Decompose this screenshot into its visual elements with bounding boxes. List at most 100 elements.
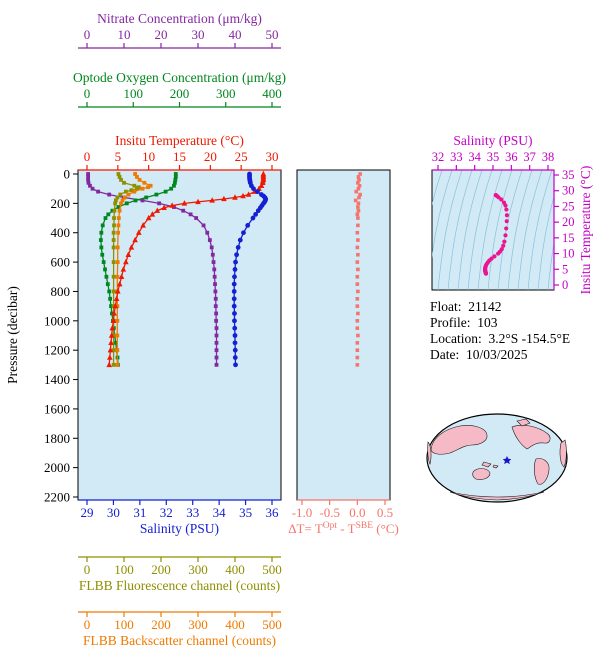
fluorescence-tick-label: 500 bbox=[262, 562, 282, 577]
delta-t-axis-title: ΔT= TOpt - TSBE (°C) bbox=[288, 521, 399, 536]
oxygen-tick-label: 300 bbox=[216, 86, 236, 101]
map-land-north-america bbox=[511, 424, 551, 450]
pressure-tick-label: 600 bbox=[51, 255, 71, 270]
map-ocean bbox=[426, 413, 568, 503]
backscatter-axis-title: FLBB Backscatter channel (counts) bbox=[83, 633, 276, 648]
pressure-tick-label: 800 bbox=[51, 284, 71, 299]
delta-t-tick-label: -1.0 bbox=[292, 505, 313, 520]
backscatter-tick-label: 0 bbox=[84, 617, 91, 632]
map-land-islands bbox=[492, 464, 499, 469]
salinity-tick-label: 32 bbox=[160, 505, 173, 520]
ts-temperature-tick-label: 10 bbox=[562, 247, 575, 261]
delta-t-tick-label: 0.0 bbox=[349, 505, 365, 520]
map-land-australia bbox=[472, 468, 491, 480]
map-land-antarctica bbox=[449, 491, 545, 501]
float-star-icon bbox=[502, 456, 512, 465]
ts-temperature-tick-label: 35 bbox=[562, 168, 575, 182]
temperature-tick-label: 0 bbox=[84, 149, 91, 164]
world-map bbox=[426, 413, 568, 503]
ts-salinity-tick-label: 33 bbox=[450, 150, 463, 164]
delta-t-tick-label: -0.5 bbox=[319, 505, 340, 520]
salinity-tick-label: 34 bbox=[213, 505, 227, 520]
fluorescence-tick-label: 0 bbox=[84, 562, 91, 577]
salinity-tick-label: 31 bbox=[133, 505, 146, 520]
pressure-axis-title: Pressure (decibar) bbox=[5, 286, 20, 384]
backscatter-tick-label: 300 bbox=[188, 617, 208, 632]
delta-t-tick-label: 0.5 bbox=[377, 505, 393, 520]
ts-salinity-tick-label: 35 bbox=[487, 150, 500, 164]
pressure-tick-label: 2200 bbox=[44, 490, 70, 505]
ts-temperature-axis-title: Insitu Temperature (°C) bbox=[578, 166, 593, 295]
ts-salinity-tick-label: 34 bbox=[468, 150, 481, 164]
ts-temperature-tick-label: 5 bbox=[562, 262, 568, 276]
series-temperature bbox=[106, 170, 267, 368]
float-info: Float: 21142 Profile: 103 Location: 3.2°… bbox=[430, 299, 570, 363]
pressure-tick-label: 0 bbox=[64, 167, 71, 182]
temperature-tick-label: 20 bbox=[204, 149, 217, 164]
pressure-tick-label: 1600 bbox=[44, 401, 70, 416]
backscatter-tick-label: 200 bbox=[151, 617, 171, 632]
ts-salinity-tick-label: 37 bbox=[523, 150, 536, 164]
temperature-tick-label: 30 bbox=[266, 149, 279, 164]
nitrate-tick-label: 40 bbox=[229, 27, 242, 42]
main-plot-area bbox=[77, 169, 282, 501]
temperature-tick-label: 5 bbox=[115, 149, 122, 164]
delta-t-plot-area bbox=[296, 169, 391, 501]
salinity-tick-label: 33 bbox=[186, 505, 199, 520]
ts-temperature-tick-label: 30 bbox=[562, 184, 575, 198]
temperature-tick-label: 15 bbox=[173, 149, 186, 164]
nitrate-tick-label: 30 bbox=[192, 27, 205, 42]
map-land-africa-east bbox=[559, 439, 567, 468]
fluorescence-tick-label: 100 bbox=[114, 562, 134, 577]
map-land-greenland bbox=[516, 418, 531, 427]
temperature-tick-label: 10 bbox=[142, 149, 155, 164]
ts-temperature-tick-label: 20 bbox=[562, 215, 575, 229]
oxygen-tick-label: 400 bbox=[262, 86, 282, 101]
series-fluorescence bbox=[111, 172, 141, 367]
pressure-tick-label: 1000 bbox=[44, 313, 70, 328]
pressure-axis: 0 200 400 600 800 1000 1200 1400 1600 1800 2000 220… bbox=[5, 167, 78, 505]
salinity-tick-label: 35 bbox=[239, 505, 252, 520]
salinity-tick-label: 36 bbox=[266, 505, 280, 520]
map-land-new-guinea bbox=[481, 461, 492, 468]
pressure-tick-label: 1800 bbox=[44, 431, 70, 446]
series-salinity bbox=[231, 171, 269, 368]
oxygen-axis-title: Optode Oxygen Concentration (μm/kg) bbox=[73, 70, 286, 85]
fluorescence-tick-label: 300 bbox=[188, 562, 208, 577]
ts-temperature-tick-label: 25 bbox=[562, 199, 575, 213]
ts-salinity-tick-label: 36 bbox=[505, 150, 518, 164]
axis-salinity: 29 30 31 32 33 34 35 36 Salinity (PSU) bbox=[78, 499, 281, 536]
pressure-tick-label: 2000 bbox=[44, 460, 70, 475]
nitrate-tick-label: 10 bbox=[118, 27, 131, 42]
nitrate-tick-label: 50 bbox=[266, 27, 279, 42]
nitrate-tick-label: 20 bbox=[155, 27, 168, 42]
ts-temperature-tick-label: 0 bbox=[562, 278, 568, 292]
nitrate-tick-label: 0 bbox=[84, 27, 91, 42]
nitrate-axis-title: Nitrate Concentration (μm/kg) bbox=[97, 11, 262, 26]
temperature-tick-label: 25 bbox=[235, 149, 248, 164]
backscatter-tick-label: 400 bbox=[225, 617, 245, 632]
oxygen-tick-label: 0 bbox=[84, 86, 91, 101]
pressure-tick-label: 400 bbox=[51, 225, 71, 240]
info-float: Float: 21142 bbox=[430, 299, 502, 314]
temperature-axis-title: Insitu Temperature (°C) bbox=[115, 133, 244, 148]
info-profile: Profile: 103 bbox=[430, 315, 498, 330]
backscatter-tick-label: 100 bbox=[114, 617, 134, 632]
delta-t-panel: -1.0 -0.5 0.0 0.5ΔT= TOpt - TSBE (°C) bbox=[288, 172, 399, 536]
salinity-tick-label: 30 bbox=[107, 505, 120, 520]
pressure-tick-label: 1400 bbox=[44, 372, 70, 387]
backscatter-tick-label: 500 bbox=[262, 617, 282, 632]
ts-density-contours bbox=[432, 170, 554, 290]
oxygen-tick-label: 200 bbox=[170, 86, 190, 101]
oxygen-tick-label: 100 bbox=[124, 86, 144, 101]
salinity-axis-title: Salinity (PSU) bbox=[140, 521, 219, 536]
fluorescence-tick-label: 200 bbox=[151, 562, 171, 577]
ts-salinity-axis-title: Salinity (PSU) bbox=[453, 133, 532, 148]
map-container bbox=[424, 412, 570, 504]
